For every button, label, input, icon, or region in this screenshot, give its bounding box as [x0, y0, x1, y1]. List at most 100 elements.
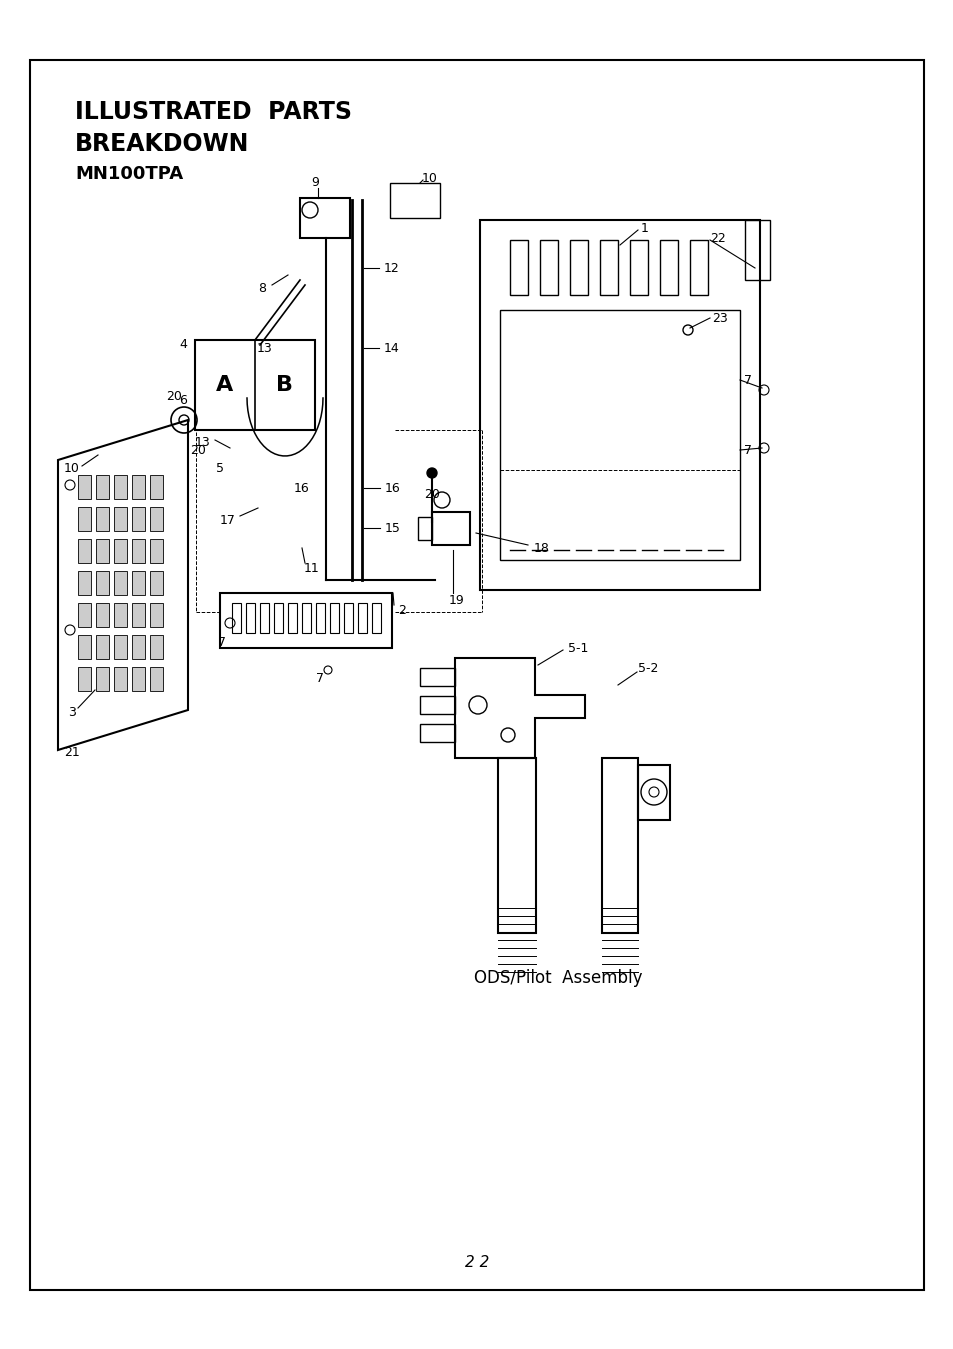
Text: 19: 19 [449, 594, 464, 607]
Bar [344, 603, 353, 633]
Bar [390, 183, 439, 219]
Bar [113, 571, 127, 595]
Bar [132, 635, 145, 660]
Bar [601, 758, 638, 934]
Bar [150, 603, 163, 627]
Bar [689, 240, 707, 295]
Bar [419, 668, 455, 687]
Text: 15: 15 [385, 522, 400, 534]
Bar [479, 220, 760, 590]
Bar [96, 603, 109, 627]
Bar [78, 571, 91, 595]
Text: MN100TPA: MN100TPA [75, 165, 183, 183]
Text: 16: 16 [294, 482, 310, 495]
Text: B: B [276, 375, 294, 395]
Text: 11: 11 [304, 561, 319, 575]
Text: 9: 9 [311, 177, 318, 189]
Bar [510, 240, 527, 295]
Bar [150, 475, 163, 499]
Bar [599, 240, 618, 295]
Text: 10: 10 [421, 171, 437, 185]
Bar [372, 603, 380, 633]
Bar [78, 475, 91, 499]
Bar [96, 475, 109, 499]
Bar [113, 603, 127, 627]
Text: 5-2: 5-2 [638, 661, 658, 674]
Bar [113, 507, 127, 532]
Text: 3: 3 [68, 706, 76, 719]
Bar [220, 594, 392, 648]
Text: 2 2: 2 2 [464, 1255, 489, 1269]
Text: 5-1: 5-1 [567, 642, 588, 654]
Bar [246, 603, 254, 633]
Text: 8: 8 [257, 282, 266, 294]
Text: 7: 7 [218, 635, 226, 649]
Bar [569, 240, 587, 295]
Bar [417, 517, 432, 540]
Bar [432, 513, 470, 545]
Bar [744, 220, 769, 281]
Text: 17: 17 [220, 514, 235, 526]
Bar [150, 507, 163, 532]
Bar [96, 540, 109, 563]
Bar [274, 603, 283, 633]
Text: BREAKDOWN: BREAKDOWN [75, 132, 249, 156]
Bar [78, 603, 91, 627]
Text: 7: 7 [743, 374, 751, 387]
Bar [150, 571, 163, 595]
Text: A: A [216, 375, 233, 395]
Text: 12: 12 [384, 262, 399, 274]
Bar [132, 603, 145, 627]
Text: 14: 14 [384, 341, 399, 355]
Bar [113, 540, 127, 563]
Text: 6: 6 [179, 394, 187, 406]
Bar [113, 666, 127, 691]
Bar [539, 240, 558, 295]
Text: 7: 7 [315, 672, 324, 684]
Bar [194, 340, 314, 430]
Text: 16: 16 [385, 482, 400, 495]
Text: 1: 1 [640, 221, 648, 235]
Bar [150, 666, 163, 691]
Text: 20: 20 [424, 488, 439, 502]
Text: 20: 20 [166, 390, 182, 402]
Bar [132, 540, 145, 563]
Text: ODS/Pilot  Assembly: ODS/Pilot Assembly [474, 969, 641, 987]
Bar [96, 635, 109, 660]
Bar [96, 571, 109, 595]
Bar [132, 571, 145, 595]
Bar [132, 666, 145, 691]
Bar [629, 240, 647, 295]
Bar [419, 696, 455, 714]
Bar [499, 310, 740, 560]
Bar [96, 666, 109, 691]
Text: 23: 23 [711, 312, 727, 325]
Bar [357, 603, 367, 633]
Bar [78, 635, 91, 660]
Bar [315, 603, 325, 633]
Bar [260, 603, 269, 633]
Bar [330, 603, 338, 633]
Polygon shape [455, 658, 584, 758]
Bar [302, 603, 311, 633]
Bar [299, 198, 350, 237]
Bar [659, 240, 678, 295]
Text: 5: 5 [215, 461, 224, 475]
Polygon shape [58, 420, 188, 750]
Bar [96, 507, 109, 532]
Bar [288, 603, 296, 633]
Circle shape [427, 468, 436, 478]
Bar [78, 666, 91, 691]
Text: 22: 22 [709, 232, 725, 244]
Bar [638, 765, 669, 820]
Text: 10: 10 [64, 461, 80, 475]
Text: 18: 18 [534, 541, 549, 554]
Bar [150, 540, 163, 563]
Text: 13: 13 [195, 437, 211, 449]
Bar [113, 635, 127, 660]
Bar [497, 758, 536, 934]
Bar [113, 475, 127, 499]
Bar [232, 603, 241, 633]
Text: 20: 20 [190, 444, 206, 456]
Bar [132, 507, 145, 532]
